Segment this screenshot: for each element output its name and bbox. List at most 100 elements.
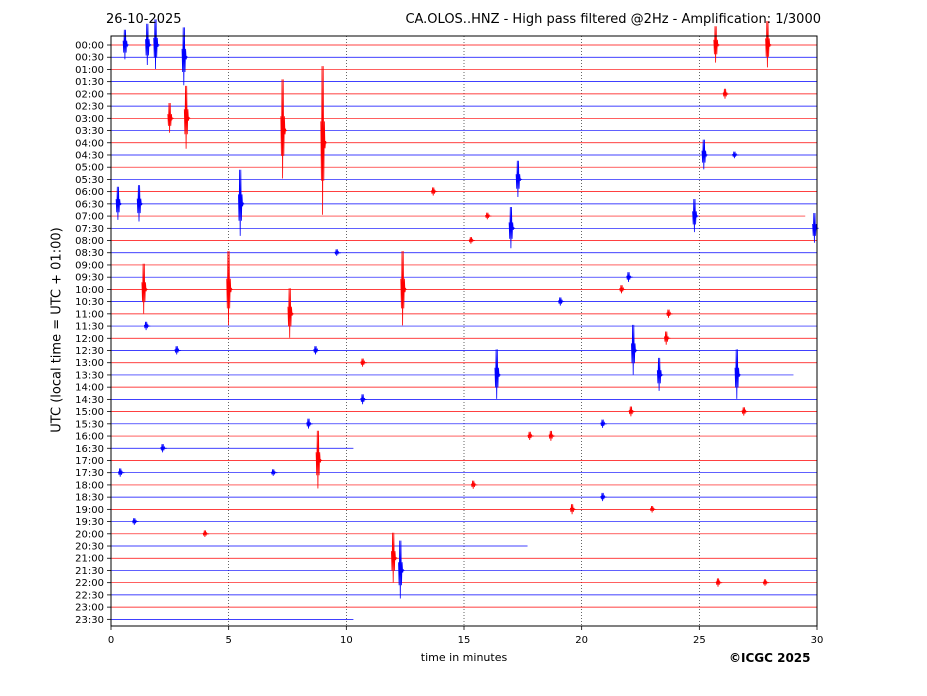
y-tick-label: 08:00 bbox=[75, 236, 104, 247]
plot-frame bbox=[110, 35, 818, 627]
y-tick-label: 03:00 bbox=[75, 114, 104, 125]
y-tick-label: 13:30 bbox=[75, 370, 104, 381]
event-spike bbox=[734, 349, 742, 399]
event-spike bbox=[167, 102, 174, 133]
y-tick-label: 15:30 bbox=[75, 419, 104, 430]
y-tick-label: 15:00 bbox=[75, 407, 104, 418]
event-spike bbox=[320, 66, 327, 215]
event-spike bbox=[141, 263, 148, 314]
event-spike bbox=[431, 187, 438, 196]
y-tick-label: 18:00 bbox=[75, 480, 104, 491]
y-tick-label: 04:00 bbox=[75, 138, 104, 149]
y-tick-label: 22:30 bbox=[75, 590, 104, 601]
event-spike bbox=[765, 21, 772, 68]
event-spike bbox=[398, 540, 405, 599]
event-spike bbox=[360, 394, 367, 405]
event-spike bbox=[313, 346, 320, 355]
event-spike bbox=[132, 518, 139, 525]
event-spike bbox=[471, 480, 478, 489]
event-spike bbox=[494, 349, 501, 399]
event-spike bbox=[569, 504, 577, 515]
y-tick-label: 10:30 bbox=[75, 297, 104, 308]
event-spike bbox=[626, 272, 633, 283]
x-tick-label: 10 bbox=[340, 635, 353, 646]
y-tick-label: 19:30 bbox=[75, 517, 104, 528]
y-tick-label: 14:30 bbox=[75, 395, 104, 406]
y-tick-label: 11:30 bbox=[75, 322, 104, 333]
y-tick-label: 17:00 bbox=[75, 456, 104, 467]
y-tick-label: 03:30 bbox=[75, 126, 104, 137]
event-spike bbox=[485, 212, 492, 220]
y-tick-label: 02:30 bbox=[75, 102, 104, 113]
y-tick-label: 05:00 bbox=[75, 163, 104, 174]
event-spike bbox=[762, 579, 770, 586]
y-tick-label: 16:30 bbox=[75, 444, 104, 455]
y-tick-label: 13:00 bbox=[75, 358, 104, 369]
event-spike bbox=[160, 443, 167, 453]
y-tick-label: 12:30 bbox=[75, 346, 104, 357]
event-spike bbox=[136, 185, 144, 222]
event-spike bbox=[692, 198, 699, 233]
event-spike bbox=[558, 297, 565, 306]
event-spike bbox=[664, 331, 671, 345]
y-tick-label: 08:30 bbox=[75, 248, 104, 259]
event-spike bbox=[701, 139, 708, 170]
y-tick-label: 02:00 bbox=[75, 89, 104, 100]
y-tick-label: 07:30 bbox=[75, 224, 104, 235]
y-axis-label: UTC (local time = UTC + 01:00) bbox=[49, 227, 65, 433]
event-spike bbox=[360, 358, 367, 367]
x-tick-label: 15 bbox=[458, 635, 471, 646]
y-tick-label: 04:30 bbox=[75, 150, 104, 161]
event-spike bbox=[619, 285, 626, 294]
event-spike bbox=[334, 249, 341, 256]
y-tick-label: 05:30 bbox=[75, 175, 104, 186]
event-spike bbox=[508, 206, 516, 249]
y-tick-label: 12:00 bbox=[75, 334, 104, 345]
y-tick-label: 00:00 bbox=[75, 41, 104, 52]
x-tick-label: 0 bbox=[108, 635, 114, 646]
event-spike bbox=[600, 492, 607, 502]
event-spike bbox=[238, 169, 245, 236]
event-spike bbox=[287, 288, 294, 338]
chart-date: 26-10-2025 bbox=[106, 12, 182, 27]
event-spike bbox=[812, 212, 819, 243]
y-tick-label: 20:00 bbox=[75, 529, 104, 540]
x-axis: 0 5 10 15 20 25 30 bbox=[108, 626, 823, 646]
y-tick-label: 07:00 bbox=[75, 212, 104, 223]
x-tick-label: 20 bbox=[575, 635, 588, 646]
event-spike bbox=[115, 186, 123, 220]
grid-lines bbox=[228, 36, 700, 626]
event-spike bbox=[656, 357, 664, 391]
event-spike bbox=[315, 430, 323, 489]
y-tick-label: 06:30 bbox=[75, 199, 104, 210]
y-tick-label: 23:30 bbox=[75, 615, 104, 626]
event-spike bbox=[174, 346, 181, 355]
y-tick-label: 21:30 bbox=[75, 566, 104, 577]
event-spike bbox=[202, 530, 210, 538]
y-tick-label: 21:00 bbox=[75, 554, 104, 565]
event-spike bbox=[226, 251, 233, 326]
y-tick-label: 16:00 bbox=[75, 432, 104, 443]
event-spike bbox=[515, 160, 523, 198]
event-spike bbox=[527, 431, 534, 441]
event-spike bbox=[306, 418, 313, 429]
y-tick-label: 01:00 bbox=[75, 65, 104, 76]
event-spike bbox=[271, 469, 278, 476]
y-tick-label: 17:30 bbox=[75, 468, 104, 479]
event-spike bbox=[666, 309, 673, 318]
event-spike bbox=[145, 23, 152, 66]
y-tick-label: 23:00 bbox=[75, 603, 104, 614]
event-spike bbox=[183, 85, 191, 149]
event-spike bbox=[280, 79, 287, 179]
copyright-notice: ©ICGC 2025 bbox=[729, 651, 811, 665]
y-tick-label: 01:30 bbox=[75, 77, 104, 88]
event-spike bbox=[600, 419, 607, 428]
y-tick-label: 10:00 bbox=[75, 285, 104, 296]
event-spike bbox=[741, 407, 748, 416]
event-spike bbox=[153, 19, 160, 70]
event-spike bbox=[628, 406, 636, 417]
y-tick-label: 00:30 bbox=[75, 53, 104, 64]
event-group bbox=[115, 19, 819, 599]
y-tick-label: 22:00 bbox=[75, 578, 104, 589]
